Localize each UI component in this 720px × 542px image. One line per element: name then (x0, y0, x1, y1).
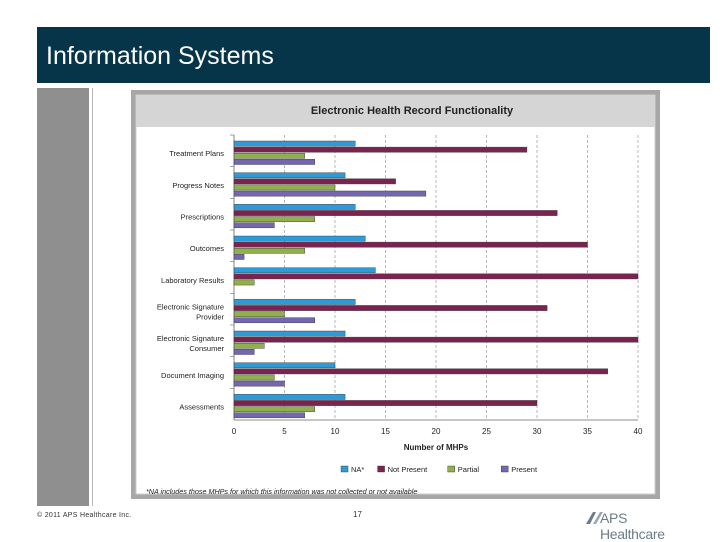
bar-not-present (233, 305, 548, 311)
bar-present (233, 254, 245, 260)
legend-label: Partial (458, 465, 480, 474)
bar-partial (233, 247, 305, 254)
bar-not-present (233, 400, 538, 406)
aps-logo-mark (586, 512, 603, 524)
bar-partial (233, 311, 285, 317)
legend-swatch (447, 465, 455, 473)
header-bar: Information Systems (37, 27, 710, 83)
bar-na (233, 394, 346, 400)
x-tick-label: 10 (331, 427, 340, 436)
bar-na (233, 235, 366, 242)
chart-title-bar (136, 95, 655, 127)
legend-label: Not Present (388, 465, 429, 474)
x-tick-label: 25 (482, 427, 491, 436)
category-label: Provider (196, 313, 224, 322)
bar-present (233, 159, 316, 165)
chart-title: Electronic Health Record Functionality (311, 105, 514, 117)
copyright-text: © 2011 APS Healthcare Inc. (37, 512, 132, 519)
bar-present (233, 349, 255, 355)
bar-partial (233, 279, 255, 286)
bar-not-present (233, 273, 639, 280)
chart-footnote: *NA includes those MHPs for which this i… (146, 487, 417, 496)
legend-swatch (377, 465, 385, 473)
category-label: Electronic Signature (157, 334, 224, 343)
x-tick-label: 0 (232, 427, 237, 436)
category-label: Laboratory Results (161, 276, 224, 285)
x-tick-label: 35 (583, 427, 592, 436)
x-tick-label: 5 (282, 427, 287, 436)
x-tick-label: 15 (381, 427, 390, 436)
legend-label: Present (511, 465, 538, 474)
category-label: Document Imaging (161, 371, 224, 380)
bar-partial (233, 153, 305, 159)
bar-partial (233, 374, 275, 381)
left-decor-bar (37, 88, 89, 506)
bar-not-present (233, 146, 528, 153)
bar-na (233, 204, 356, 210)
bar-not-present (233, 210, 558, 216)
bar-na (233, 299, 356, 305)
ehr-chart: Electronic Health Record Functionality 0 5… (135, 94, 656, 496)
bar-partial (233, 406, 316, 412)
bar-na (233, 140, 356, 147)
frame-divider (92, 88, 93, 506)
bar-not-present (233, 336, 639, 343)
category-label: Assessments (179, 403, 224, 412)
bar-na (233, 330, 346, 337)
bar-partial (233, 342, 265, 349)
category-label: Consumer (189, 344, 224, 353)
bar-partial (233, 184, 336, 191)
bar-partial (233, 216, 316, 222)
category-label: Electronic Signature (157, 303, 224, 312)
x-tick-label: 40 (634, 427, 643, 436)
aps-healthcare-logo: APS Healthcare (584, 508, 694, 542)
chart-panel (135, 94, 656, 495)
bar-na (233, 362, 336, 369)
category-label: Outcomes (190, 244, 224, 253)
bar-present (233, 222, 275, 229)
category-label: Prescriptions (181, 213, 225, 222)
bar-na (233, 267, 376, 274)
bar-not-present (233, 241, 588, 248)
bar-na (233, 172, 346, 179)
x-tick-label: 20 (432, 427, 441, 436)
bar-present (233, 190, 427, 197)
chart-frame: Electronic Health Record Functionality 0 5… (131, 90, 660, 499)
category-label: Progress Notes (172, 181, 224, 190)
page-title: Information Systems (46, 42, 274, 70)
bar-present (233, 380, 285, 387)
bar-present (233, 412, 305, 419)
legend-swatch (501, 465, 509, 473)
page-number: 17 (353, 510, 362, 519)
bar-present (233, 317, 316, 324)
legend-swatch (340, 465, 349, 473)
x-axis-label: Number of MHPs (404, 443, 469, 452)
x-tick-label: 30 (533, 427, 542, 436)
bar-not-present (233, 178, 396, 185)
category-label: Treatment Plans (169, 149, 224, 158)
logo-text: APS Healthcare (600, 510, 665, 542)
bar-not-present (233, 368, 608, 375)
legend-label: NA* (351, 465, 364, 474)
